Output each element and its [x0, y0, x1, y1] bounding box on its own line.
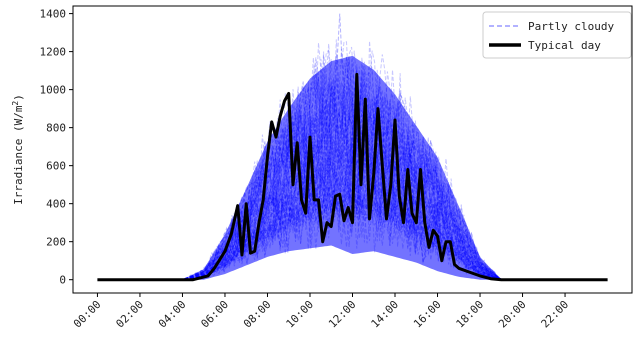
y-axis-label-sup: 2 [11, 101, 20, 106]
y-axis-label-main: Irradiance (W/m [12, 105, 25, 205]
partly-cloudy-trace-35 [178, 88, 505, 281]
partly-cloudy-trace-13 [178, 191, 505, 281]
x-tick-label-6: 12:00 [326, 298, 359, 331]
x-tick-label-2: 04:00 [156, 298, 189, 331]
partly-cloudy-trace-5 [178, 71, 505, 281]
partly-cloudy-trace-31 [178, 50, 505, 281]
partly-cloudy-trace-2 [178, 157, 505, 281]
partly-cloudy-envelope [182, 55, 502, 280]
x-tick-label-0: 00:00 [71, 298, 104, 331]
x-tick-label-11: 22:00 [539, 298, 572, 331]
partly-cloudy-trace-18 [178, 88, 505, 281]
partly-cloudy-trace-24 [178, 83, 505, 281]
partly-cloudy-trace-58 [178, 115, 505, 281]
typical-day-line [97, 72, 608, 282]
y-tick-label-1: 200 [46, 236, 66, 249]
partly-cloudy-trace-52 [178, 132, 505, 281]
partly-cloudy-trace-59 [178, 193, 505, 281]
x-axis: 00:00 02:00 04:00 06:00 08:00 10:00 12:00 14:00… [71, 293, 571, 331]
partly-cloudy-trace-23 [178, 197, 505, 281]
partly-cloudy-trace-42 [178, 162, 505, 281]
partly-cloudy-trace-11 [178, 165, 505, 281]
x-tick-label-9: 18:00 [454, 298, 487, 331]
partly-cloudy-trace-29 [178, 191, 505, 281]
y-tick-label-4: 800 [46, 122, 66, 135]
partly-cloudy-trace-8 [178, 171, 505, 281]
y-axis: 0 200 400 600 800 1000 1200 1400 [40, 8, 73, 287]
typical-day-series [97, 72, 608, 282]
partly-cloudy-trace-33 [178, 68, 505, 281]
y-tick-label-6: 1200 [40, 46, 67, 59]
partly-cloudy-peak [336, 13, 344, 81]
partly-cloudy-trace-14 [178, 189, 505, 281]
x-tick-label-8: 16:00 [411, 298, 444, 331]
partly-cloudy-trace-9 [178, 175, 505, 281]
y-tick-label-3: 600 [46, 160, 66, 173]
y-tick-label-2: 400 [46, 198, 66, 211]
partly-cloudy-trace-30 [178, 196, 505, 281]
x-tick-label-7: 14:00 [369, 298, 402, 331]
x-tick-label-4: 08:00 [241, 298, 274, 331]
partly-cloudy-trace-28 [178, 87, 505, 281]
partly-cloudy-trace-49 [178, 134, 505, 281]
partly-cloudy-trace-22 [178, 40, 505, 281]
partly-cloudy-trace-27 [178, 137, 505, 281]
y-axis-label-close: ) [12, 94, 25, 101]
partly-cloudy-trace-39 [178, 169, 505, 281]
legend: Partly cloudy Typical day [482, 11, 632, 59]
partly-cloudy-trace-32 [178, 143, 505, 281]
y-tick-label-0: 0 [59, 274, 66, 287]
y-tick-label-5: 1000 [40, 84, 67, 97]
partly-cloudy-trace-51 [178, 105, 505, 281]
partly-cloudy-trace-48 [178, 56, 505, 281]
partly-cloudy-trace-6 [178, 102, 505, 281]
partly-cloudy-trace-37 [178, 195, 505, 281]
partly-cloudy-trace-7 [178, 84, 505, 281]
partly-cloudy-trace-15 [178, 48, 505, 281]
partly-cloudy-trace-56 [178, 108, 505, 281]
x-tick-label-5: 10:00 [283, 298, 316, 331]
partly-cloudy-trace-16 [178, 72, 505, 281]
partly-cloudy-trace-21 [178, 141, 505, 281]
partly-cloudy-trace-26 [178, 145, 505, 281]
partly-cloudy-trace-34 [178, 143, 505, 281]
partly-cloudy-trace-41 [178, 152, 505, 281]
x-tick-label-1: 02:00 [113, 298, 146, 331]
y-tick-label-7: 1400 [40, 8, 67, 21]
partly-cloudy-trace-3 [178, 41, 505, 281]
partly-cloudy-trace-19 [178, 66, 505, 281]
legend-partly-cloudy-label: Partly cloudy [528, 20, 614, 33]
partly-cloudy-series [178, 13, 505, 281]
partly-cloudy-trace-40 [178, 121, 505, 281]
partly-cloudy-trace-57 [178, 118, 505, 281]
legend-typical-day-label: Typical day [528, 39, 601, 52]
y-axis-label: Irradiance (W/m2) [11, 94, 26, 205]
partly-cloudy-trace-12 [178, 142, 505, 281]
partly-cloudy-trace-46 [178, 39, 505, 281]
x-tick-label-3: 06:00 [198, 298, 231, 331]
x-tick-label-10: 20:00 [496, 298, 529, 331]
partly-cloudy-trace-0 [178, 92, 505, 281]
partly-cloudy-trace-38 [178, 88, 505, 281]
